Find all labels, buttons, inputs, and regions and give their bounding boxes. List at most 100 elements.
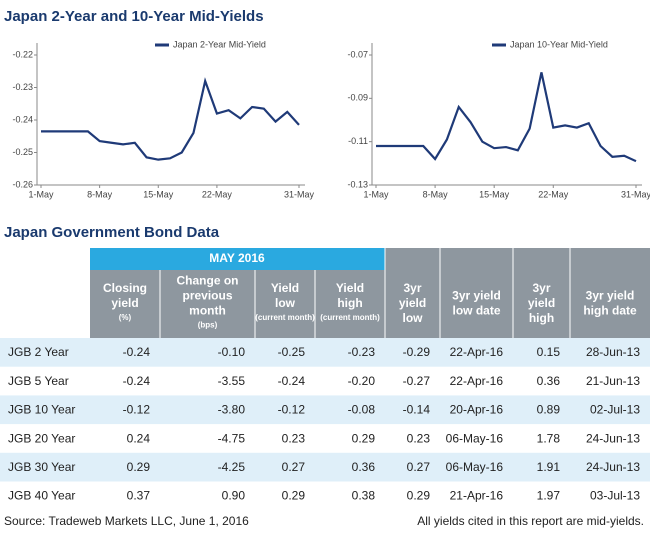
cell: 1.91 [537, 460, 561, 474]
column-header: 3yr yield low [399, 281, 426, 325]
cell: -0.25 [278, 345, 306, 359]
line-series [376, 72, 637, 163]
cell: 0.89 [537, 403, 561, 417]
cell: 0.24 [127, 431, 151, 445]
y-tick-label: -0.09 [347, 93, 368, 103]
line-series [41, 77, 300, 161]
cell: 1.78 [537, 431, 561, 445]
y-tick-label: -0.23 [12, 82, 33, 92]
cell: -0.10 [218, 345, 246, 359]
x-tick-label: 15-May [479, 189, 510, 199]
cell: 0.27 [282, 460, 306, 474]
table: MAY 2016 Closing yield (%) Change on previous… [0, 248, 650, 503]
column-header: Closing yield [103, 281, 147, 310]
cell: 0.36 [352, 460, 376, 474]
source: Source: Tradeweb Markets LLC, June 1, 20… [4, 514, 249, 528]
cell: 02-Jul-13 [590, 403, 640, 417]
cell: 1.97 [537, 489, 561, 503]
y-tick-label: -0.11 [348, 136, 368, 146]
row-label: JGB 5 Year [8, 374, 69, 388]
cell: 0.29 [407, 489, 431, 503]
column-note: (current month) [255, 313, 315, 322]
cell: 06-May-16 [446, 431, 504, 445]
cell: 0.29 [352, 431, 376, 445]
cell: -4.25 [218, 460, 246, 474]
cell: -3.80 [218, 403, 246, 417]
cell: 0.37 [127, 489, 151, 503]
cell: -0.08 [348, 403, 376, 417]
cell: 22-Apr-16 [450, 374, 504, 388]
column-header: 3yr yield high [528, 281, 555, 325]
cell: -0.24 [278, 374, 306, 388]
y-tick-label: -0.24 [12, 114, 33, 124]
page-title: Japan 2-Year and 10-Year Mid-Yields [4, 8, 264, 25]
group-header: MAY 2016 [209, 251, 265, 265]
cell: 20-Apr-16 [450, 403, 504, 417]
column-header: Change on previous month [177, 274, 239, 318]
cell: 0.27 [407, 460, 431, 474]
cell: -0.24 [123, 374, 151, 388]
cell: 0.29 [127, 460, 151, 474]
column-header: Yield high [336, 281, 364, 310]
cell: -4.75 [218, 431, 246, 445]
column-note: (bps) [198, 321, 218, 330]
x-tick-label: 8-May [423, 189, 449, 199]
cell: 06-May-16 [446, 460, 504, 474]
row-label: JGB 30 Year [8, 460, 75, 474]
cell: 21-Apr-16 [450, 489, 504, 503]
header-bg [90, 270, 650, 338]
row-label: JGB 40 Year [8, 489, 75, 503]
row-bg [0, 395, 650, 425]
group-header-bg [90, 248, 385, 270]
cell: -0.14 [403, 403, 431, 417]
cell: -0.20 [348, 374, 376, 388]
cell: -0.23 [348, 345, 376, 359]
x-tick-label: 22-May [538, 189, 569, 199]
row-bg [0, 338, 650, 367]
cell: 21-Jun-13 [586, 374, 640, 388]
row-bg [0, 452, 650, 482]
legend-label: Japan 2-Year Mid-Yield [173, 39, 266, 49]
x-tick-label: 15-May [143, 189, 174, 199]
cell: -0.27 [403, 374, 431, 388]
cell: -0.12 [123, 403, 151, 417]
y-tick-label: -0.26 [12, 179, 33, 189]
column-header: 3yr yield low date [452, 289, 501, 318]
x-tick-label: 8-May [87, 189, 113, 199]
column-note: (current month) [320, 313, 380, 322]
row-label: JGB 20 Year [8, 431, 75, 445]
footer-note: All yields cited in this report are mid-… [417, 514, 644, 528]
cell: 0.90 [222, 489, 246, 503]
header-bg [385, 248, 650, 270]
y-tick-label: -0.22 [12, 49, 33, 59]
y-tick-label: -0.07 [347, 49, 368, 59]
x-tick-label: 1-May [28, 189, 54, 199]
column-header: Yield low [271, 281, 299, 310]
cell: 0.38 [352, 489, 376, 503]
cell: -0.12 [278, 403, 306, 417]
x-tick-label: 22-May [202, 189, 233, 199]
legend-label: Japan 10-Year Mid-Yield [510, 39, 608, 49]
cell: -0.29 [403, 345, 431, 359]
cell: 22-Apr-16 [450, 345, 504, 359]
cell: 0.36 [537, 374, 561, 388]
y-tick-label: -0.25 [12, 147, 33, 157]
row-label: JGB 10 Year [8, 403, 75, 417]
cell: -3.55 [218, 374, 246, 388]
cell: 03-Jul-13 [590, 489, 640, 503]
table-title: Japan Government Bond Data [4, 224, 220, 241]
column-note: (%) [119, 313, 132, 322]
cell: 24-Jun-13 [586, 460, 640, 474]
y-tick-label: -0.13 [347, 179, 368, 189]
row-label: JGB 2 Year [8, 345, 69, 359]
column-header: 3yr yield high date [583, 289, 637, 318]
x-tick-label: 1-May [363, 189, 389, 199]
cell: 28-Jun-13 [586, 345, 640, 359]
x-tick-label: 31-May [284, 189, 315, 199]
cell: 0.23 [407, 431, 431, 445]
x-tick-label: 31-May [621, 189, 650, 199]
cell: 0.29 [282, 489, 306, 503]
cell: 0.15 [537, 345, 561, 359]
cell: 24-Jun-13 [586, 431, 640, 445]
